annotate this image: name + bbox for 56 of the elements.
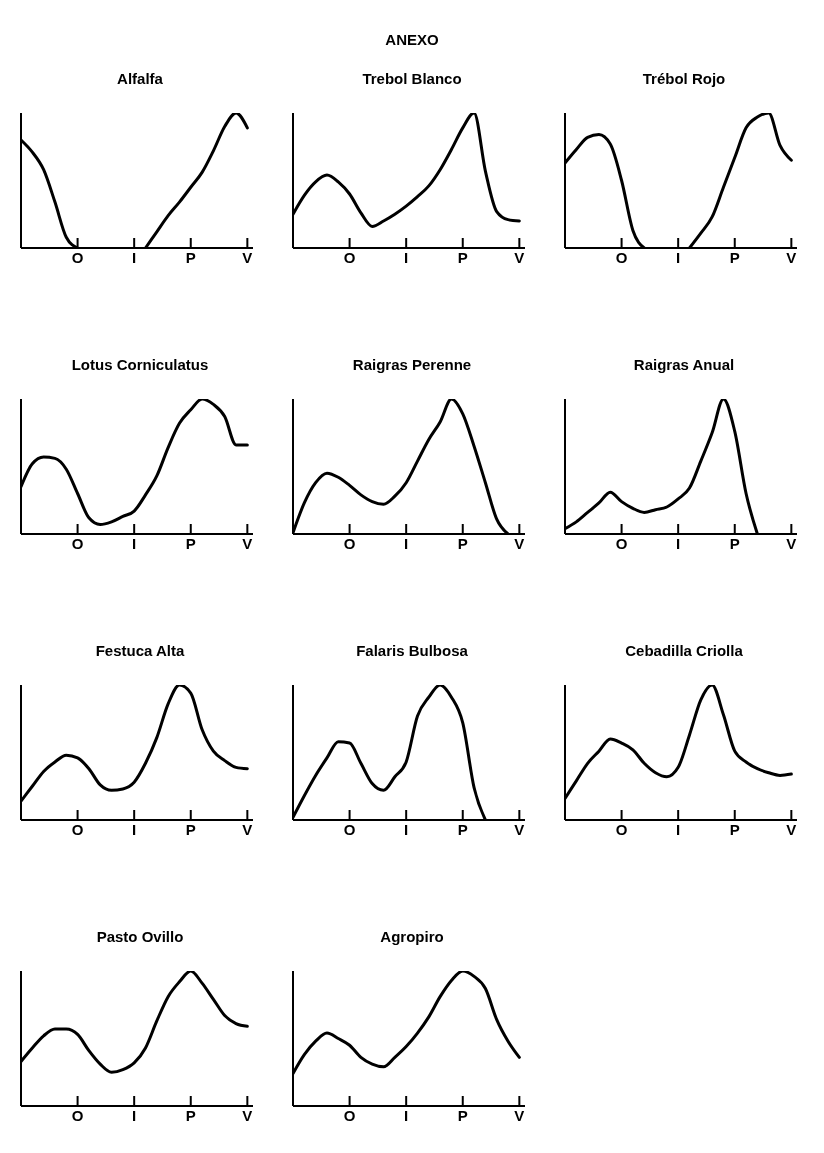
chart-title: Raigras Perenne <box>352 354 472 375</box>
x-tick-label: V <box>242 534 253 552</box>
x-tick-label: P <box>729 248 740 266</box>
chart-title: Falaris Bulbosa <box>356 640 468 661</box>
x-tick-label: V <box>786 820 797 838</box>
x-tick-label: O <box>343 820 356 838</box>
x-tick-label: V <box>242 248 253 266</box>
x-tick-label: I <box>676 248 681 266</box>
x-tick-label: O <box>71 248 84 266</box>
x-tick-label: V <box>514 1106 525 1124</box>
x-tick-label: V <box>786 534 797 552</box>
x-tick-label: P <box>185 1106 196 1124</box>
x-tick-label: O <box>71 820 84 838</box>
chart-title: Raigras Anual <box>633 354 735 375</box>
x-tick-label: P <box>457 248 468 266</box>
chart-title: Agropiro <box>380 926 444 947</box>
chart-title: Trebol Blanco <box>362 68 462 89</box>
x-tick-label: P <box>457 534 468 552</box>
x-tick-label: P <box>185 534 196 552</box>
x-tick-label: I <box>132 248 137 266</box>
x-tick-label: I <box>676 534 681 552</box>
x-tick-label: O <box>71 1106 84 1124</box>
x-tick-label: V <box>242 1106 253 1124</box>
x-tick-label: I <box>404 248 409 266</box>
x-tick-label: I <box>132 820 137 838</box>
chart-title: Pasto Ovillo <box>96 926 184 947</box>
chart-title: Alfalfa <box>117 68 163 89</box>
x-tick-label: P <box>729 534 740 552</box>
x-tick-label: P <box>457 1106 468 1124</box>
chart-title: Cebadilla Criolla <box>625 640 743 661</box>
x-tick-label: I <box>676 820 681 838</box>
x-tick-label: P <box>185 248 196 266</box>
x-tick-label: V <box>786 248 797 266</box>
x-tick-label: O <box>343 1106 356 1124</box>
x-tick-label: O <box>71 534 84 552</box>
x-tick-label: V <box>242 820 253 838</box>
x-tick-label: O <box>343 248 356 266</box>
x-tick-label: I <box>404 820 409 838</box>
x-tick-label: P <box>457 820 468 838</box>
text: ANEXO <box>385 31 439 48</box>
x-tick-label: P <box>185 820 196 838</box>
x-tick-label: I <box>132 534 137 552</box>
x-tick-label: V <box>514 534 525 552</box>
x-tick-label: I <box>404 534 409 552</box>
chart-title: Lotus Corniculatus <box>71 354 209 375</box>
x-tick-label: I <box>132 1106 137 1124</box>
x-tick-label: O <box>343 534 356 552</box>
x-tick-label: P <box>729 820 740 838</box>
x-tick-label: I <box>404 1106 409 1124</box>
x-tick-label: V <box>514 248 525 266</box>
chart-title: Trébol Rojo <box>642 68 726 89</box>
chart-title: Festuca Alta <box>95 640 185 661</box>
x-tick-label: O <box>615 248 628 266</box>
x-tick-label: O <box>615 534 628 552</box>
x-tick-label: V <box>514 820 525 838</box>
x-tick-label: O <box>615 820 628 838</box>
